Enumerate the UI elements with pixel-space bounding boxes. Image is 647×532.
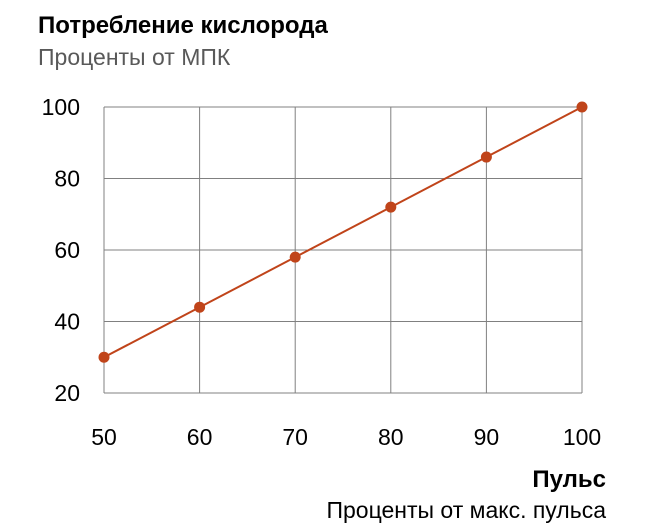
data-point: [480, 151, 492, 163]
y-tick-label: 20: [54, 380, 80, 406]
x-axis-sublabel: Проценты от макс. пульса: [326, 497, 606, 523]
x-tick-label: 70: [282, 424, 308, 450]
x-tick-label: 80: [378, 424, 404, 450]
data-point: [194, 301, 206, 313]
series-group: [98, 101, 588, 363]
y-tick-label: 40: [54, 309, 80, 335]
y-tick-label: 60: [54, 237, 80, 263]
x-tick-label: 50: [91, 424, 117, 450]
x-axis-label: Пульс: [532, 466, 606, 493]
series-line: [103, 106, 583, 359]
x-tick-label: 60: [187, 424, 213, 450]
data-point: [385, 201, 397, 213]
y-tick-label: 80: [54, 166, 80, 192]
y-tick-label: 100: [42, 94, 80, 120]
data-point: [98, 351, 110, 363]
data-point: [289, 251, 301, 263]
y-axis-ticks: 20 40 60 80 100: [42, 94, 80, 406]
x-axis-ticks: 50 60 70 80 90 100: [91, 424, 601, 450]
x-tick-label: 100: [563, 424, 601, 450]
x-tick-label: 90: [474, 424, 500, 450]
chart-subtitle: Проценты от МПК: [38, 44, 231, 70]
chart-title: Потребление кислорода: [38, 12, 328, 39]
data-point: [576, 101, 588, 113]
grid-lines: [103, 106, 583, 394]
